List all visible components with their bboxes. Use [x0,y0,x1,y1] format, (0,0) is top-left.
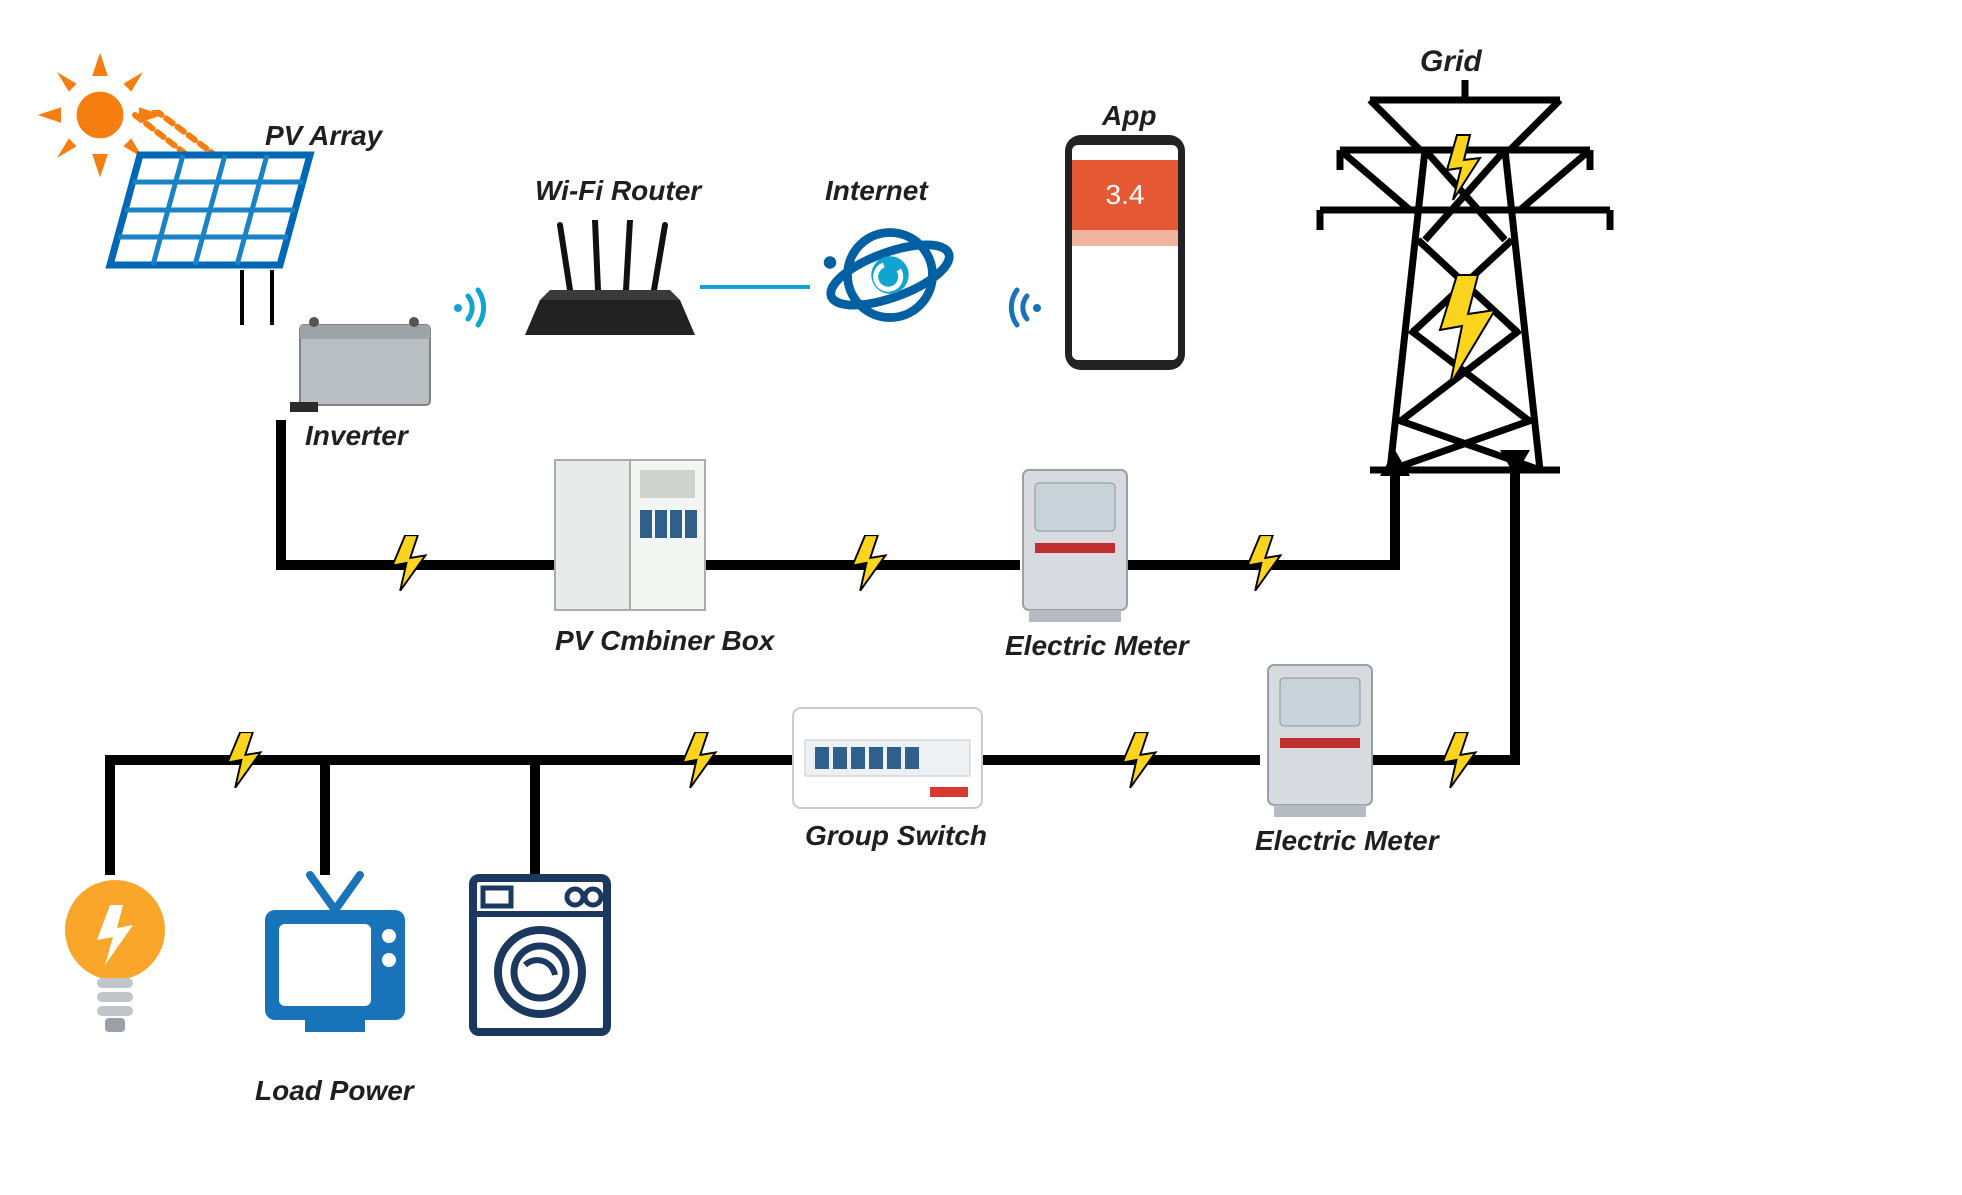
pv-combiner-label: PV Cmbiner Box [555,625,774,657]
bolt-icon [225,732,263,788]
bolt-icon [1440,732,1478,788]
electric-meter-1-icon [1015,465,1135,630]
app-phone-icon: 3.4 [1060,130,1190,380]
bulb-icon [55,870,175,1045]
pv-array-label: PV Array [265,120,382,152]
wire-upper-v1 [276,420,286,570]
wire-lower-v1 [1510,470,1520,765]
group-switch-icon [790,705,985,820]
app-value: 3.4 [1106,179,1145,210]
bolt-icon [680,732,718,788]
inverter-label: Inverter [305,420,408,452]
load-power-label: Load Power [255,1075,414,1107]
wire-upper-v2 [1390,470,1400,570]
app-label: App [1102,100,1156,132]
grid-label: Grid [1420,45,1482,79]
wire-lower-v4 [530,755,540,875]
wire-lower-v2 [105,755,115,875]
wifi-signal-icon [1000,280,1055,340]
bolt-icon [390,535,428,591]
electric-meter-2-label: Electric Meter [1255,825,1439,857]
bolt-icon [1245,535,1283,591]
electric-meter-2-icon [1260,660,1380,825]
wifi-router-label: Wi-Fi Router [535,175,701,207]
tv-icon [255,870,415,1045]
wifi-signal-icon [440,280,495,340]
link-router-internet [700,285,810,289]
pv-array-icon [105,145,315,290]
electric-meter-1-label: Electric Meter [1005,630,1189,662]
wifi-router-icon [520,220,700,355]
internet-icon [815,200,965,355]
inverter-icon [290,310,440,425]
wire-lower-v3 [320,755,330,875]
pv-combiner-icon [550,455,710,620]
washer-icon [465,870,615,1045]
bolt-icon [1120,732,1158,788]
internet-label: Internet [825,175,928,207]
group-switch-label: Group Switch [805,820,987,852]
grid-tower-icon [1310,80,1620,485]
bolt-icon [850,535,888,591]
